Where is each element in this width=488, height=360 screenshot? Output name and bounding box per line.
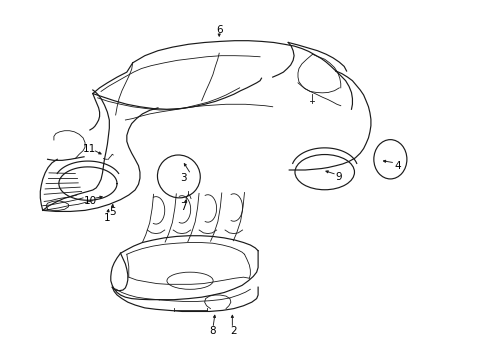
Text: 4: 4 bbox=[393, 161, 400, 171]
Text: 1: 1 bbox=[104, 212, 110, 222]
Text: 5: 5 bbox=[109, 207, 115, 217]
Text: 3: 3 bbox=[180, 173, 186, 183]
Text: 7: 7 bbox=[180, 202, 186, 212]
Text: 2: 2 bbox=[229, 326, 236, 336]
Text: 8: 8 bbox=[209, 326, 216, 336]
Text: 10: 10 bbox=[83, 196, 97, 206]
Text: 9: 9 bbox=[334, 172, 341, 182]
Text: 11: 11 bbox=[83, 144, 96, 154]
Text: 6: 6 bbox=[216, 25, 222, 35]
